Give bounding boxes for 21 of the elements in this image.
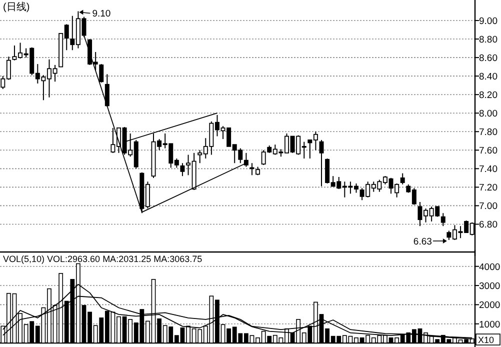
annotation: 6.63 xyxy=(413,236,432,248)
y-tick-label: 8.00 xyxy=(479,108,498,120)
y-tick-label: 6.80 xyxy=(479,220,498,231)
y-tick-label: 1000 xyxy=(479,319,500,330)
chart-title: VOL(5,10) VOL:2963.60 MA:2031.25 MA:3063.75 xyxy=(3,254,202,264)
y-tick-label: 8.20 xyxy=(479,90,498,102)
y-tick-label: 9.00 xyxy=(479,16,498,28)
y-tick-label: 7.20 xyxy=(479,182,498,194)
y-tick-label: 3000 xyxy=(479,281,500,292)
chart-title: (日线) xyxy=(3,1,30,13)
y-tick-label: 7.40 xyxy=(479,164,498,176)
y-tick-label: 8.80 xyxy=(479,34,498,46)
y-tick-label: 7.60 xyxy=(479,146,498,157)
y-tick-label: 4000 xyxy=(479,262,500,273)
annotation: 9.10 xyxy=(92,8,111,20)
y-tick-label: 7.80 xyxy=(479,127,498,138)
y-tick-label: 8.40 xyxy=(479,72,498,83)
y-tick-label: 8.60 xyxy=(479,53,498,64)
y-tick-label: 7.00 xyxy=(479,201,498,212)
y-axis-title: X10 xyxy=(478,335,494,345)
y-tick-label: 2000 xyxy=(479,300,500,312)
